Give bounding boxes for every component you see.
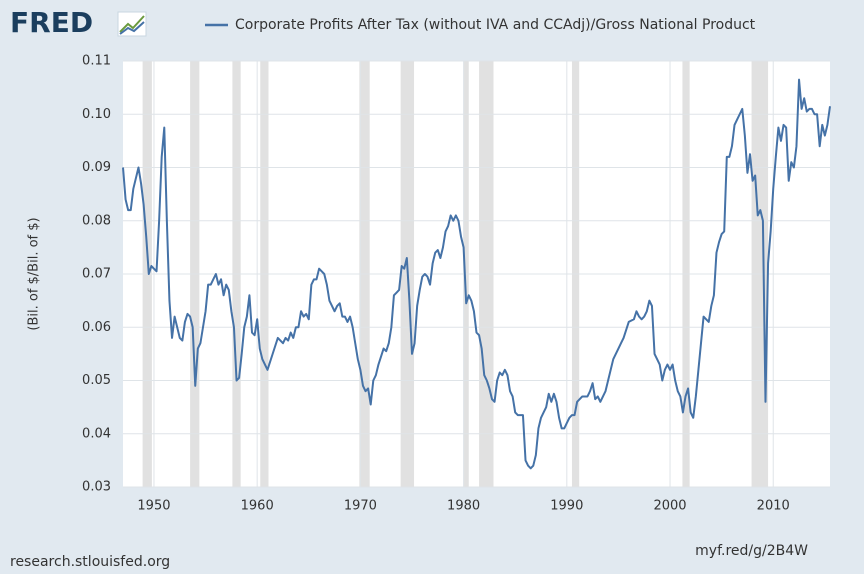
data-line [122, 78, 831, 470]
x-tick-label: 1950 [137, 499, 170, 514]
x-tick-label: 1970 [344, 499, 377, 514]
footer-link: myf.red/g/2B4W [695, 543, 808, 559]
plot-layer [122, 60, 831, 488]
x-tick-label: 2000 [653, 499, 686, 514]
x-tick-label: 1990 [550, 499, 583, 514]
y-tick-label: 0.03 [82, 480, 111, 495]
logo: FRED [10, 6, 93, 39]
x-tick-label: 1980 [447, 499, 480, 514]
legend-label: Corporate Profits After Tax (without IVA… [235, 17, 756, 33]
y-axis-label: (Bil. of $/Bil. of $) [27, 217, 42, 330]
x-tick-label: 1960 [241, 499, 274, 514]
y-tick-label: 0.09 [82, 160, 111, 175]
y-tick-label: 0.11 [82, 54, 111, 69]
x-tick-label: 2010 [757, 499, 790, 514]
y-tick-label: 0.07 [82, 267, 111, 282]
y-tick-label: 0.06 [82, 320, 111, 335]
y-tick-label: 0.10 [82, 107, 111, 122]
y-tick-label: 0.05 [82, 373, 111, 388]
y-tick-label: 0.04 [82, 426, 111, 441]
y-tick-label: 0.08 [82, 213, 111, 228]
footer-source: research.stlouisfed.org [10, 554, 170, 570]
logo-icon [117, 11, 147, 37]
